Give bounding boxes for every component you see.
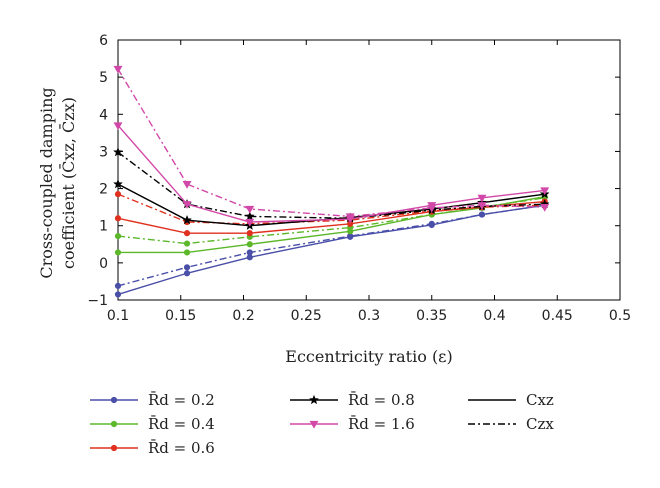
legend-entry-0-marker xyxy=(110,396,118,404)
series-rd-1-6-czx-point xyxy=(427,204,437,213)
y-axis-label-group: Cross-coupled damping coefficient (C̄xz,… xyxy=(37,87,78,278)
y-tick-label: 0 xyxy=(99,256,108,272)
legend-entry-2-label: R̄d = 0.6 xyxy=(148,439,215,457)
series-rd-0-6-cxz-point xyxy=(246,230,253,237)
series-rd-1-6-cxz-point xyxy=(182,201,192,209)
series-rd-1-6-czx-line xyxy=(117,68,545,218)
x-axis-label: Eccentricity ratio (ε) xyxy=(285,347,452,366)
series-rd-0-8-czx-point xyxy=(112,146,124,157)
series-rd-0-4-cxz-point xyxy=(246,241,253,248)
x-tick-label: 0.3 xyxy=(358,308,380,324)
series-rd-1-6-czx-point xyxy=(477,202,487,210)
series-rd-0-2-czx-point xyxy=(478,211,486,218)
series-rd-0-8-cxz-point xyxy=(181,214,193,225)
series-rd-0-6-cxz-point xyxy=(114,215,122,222)
series-rd-1-6-czx-point xyxy=(245,205,255,214)
y-axis-label-line1: Cross-coupled damping xyxy=(37,87,56,278)
series-rd-1-6-czx-point xyxy=(345,213,355,222)
y-tick-label: 1 xyxy=(99,219,108,235)
series-rd-0-4-cxz-point xyxy=(183,249,191,256)
series-rd-0-4-cxz-point xyxy=(114,249,122,256)
legend-entry-3-label: R̄d = 0.8 xyxy=(348,391,415,409)
x-tick-label: 0.15 xyxy=(165,308,196,324)
series-rd-0-8-czx xyxy=(112,146,550,223)
x-tick-label: 0.25 xyxy=(291,308,322,324)
series-rd-0-2-cxz-point xyxy=(114,291,122,298)
series-rd-1-6-czx-point xyxy=(113,65,123,74)
legend-entry-5: Cxz xyxy=(468,391,554,409)
series-rd-1-6-czx-point xyxy=(540,204,550,212)
plot-frame xyxy=(117,39,621,301)
series-rd-0-2-czx-point xyxy=(114,282,122,289)
y-axis-label-line2: coefficient (C̄xz, C̄zx) xyxy=(57,97,78,269)
legend-entry-1-label: R̄d = 0.4 xyxy=(148,415,215,433)
legend-entry-5-label: Cxz xyxy=(526,391,554,409)
x-tick-label: 0.2 xyxy=(232,308,254,324)
legend: R̄d = 0.2 R̄d = 0.4 R̄d = 0.6 R̄d = 0.8 R̄d … xyxy=(90,391,554,457)
plot-area: 0.1 0.15 0.2 0.25 0.3 0.35 0.4 0.45 0.5 −1 0 1 2 3 4 5 6 xyxy=(87,33,631,324)
series-rd-0-2-cxz-point xyxy=(183,270,191,277)
series-rd-1-6-cxz-point xyxy=(477,194,487,203)
legend-entry-4-marker xyxy=(309,420,319,429)
series-rd-0-4-czx-point xyxy=(114,233,122,240)
legend-entry-4-label: R̄d = 1.6 xyxy=(348,415,415,433)
legend-entry-1: R̄d = 0.4 xyxy=(90,415,215,433)
series-rd-0-6-czx-point xyxy=(114,191,122,198)
x-tick-label: 0.35 xyxy=(416,308,447,324)
legend-entry-2: R̄d = 0.6 xyxy=(90,439,215,457)
x-tick-label: 0.4 xyxy=(483,308,505,324)
y-tick-label: 6 xyxy=(99,33,108,49)
x-tick-label: 0.5 xyxy=(609,308,631,324)
y-tick-label: −1 xyxy=(87,293,108,309)
y-tick-label: 3 xyxy=(99,144,108,160)
y-tick-label: 5 xyxy=(99,70,108,86)
series-rd-0-8-cxz-point xyxy=(112,178,124,189)
legend-entry-2-marker xyxy=(110,444,118,452)
series-rd-1-6-czx-point xyxy=(182,181,192,189)
series-rd-0-8-czx-point xyxy=(244,211,255,221)
series-rd-1-6-cxz-point xyxy=(540,187,550,196)
legend-entry-3-marker xyxy=(308,394,320,405)
x-tick-label: 0.1 xyxy=(107,308,129,324)
y-tick-label: 2 xyxy=(99,182,108,198)
series-rd-0-4-czx-point xyxy=(183,240,191,247)
legend-entry-1-marker xyxy=(110,420,118,428)
legend-entry-6: Czx xyxy=(468,415,554,433)
x-tick-label: 0.45 xyxy=(542,308,573,324)
legend-entry-0-label: R̄d = 0.2 xyxy=(148,391,215,409)
series-rd-1-6-czx xyxy=(113,65,550,222)
series-rd-1-6-cxz-point xyxy=(245,218,255,227)
legend-entry-4: R̄d = 1.6 xyxy=(290,415,415,433)
series-rd-0-2-czx-point xyxy=(183,264,191,271)
y-tick-label: 4 xyxy=(99,107,108,123)
legend-entry-0: R̄d = 0.2 xyxy=(90,391,215,409)
series-rd-1-6-cxz-point xyxy=(113,122,123,131)
legend-entry-6-label: Czx xyxy=(526,415,554,433)
series-rd-0-6-cxz-point xyxy=(183,230,191,237)
series-rd-0-2-czx-point xyxy=(246,249,253,256)
legend-entry-3: R̄d = 0.8 xyxy=(290,391,415,409)
series-rd-0-2-czx-point xyxy=(428,220,435,227)
